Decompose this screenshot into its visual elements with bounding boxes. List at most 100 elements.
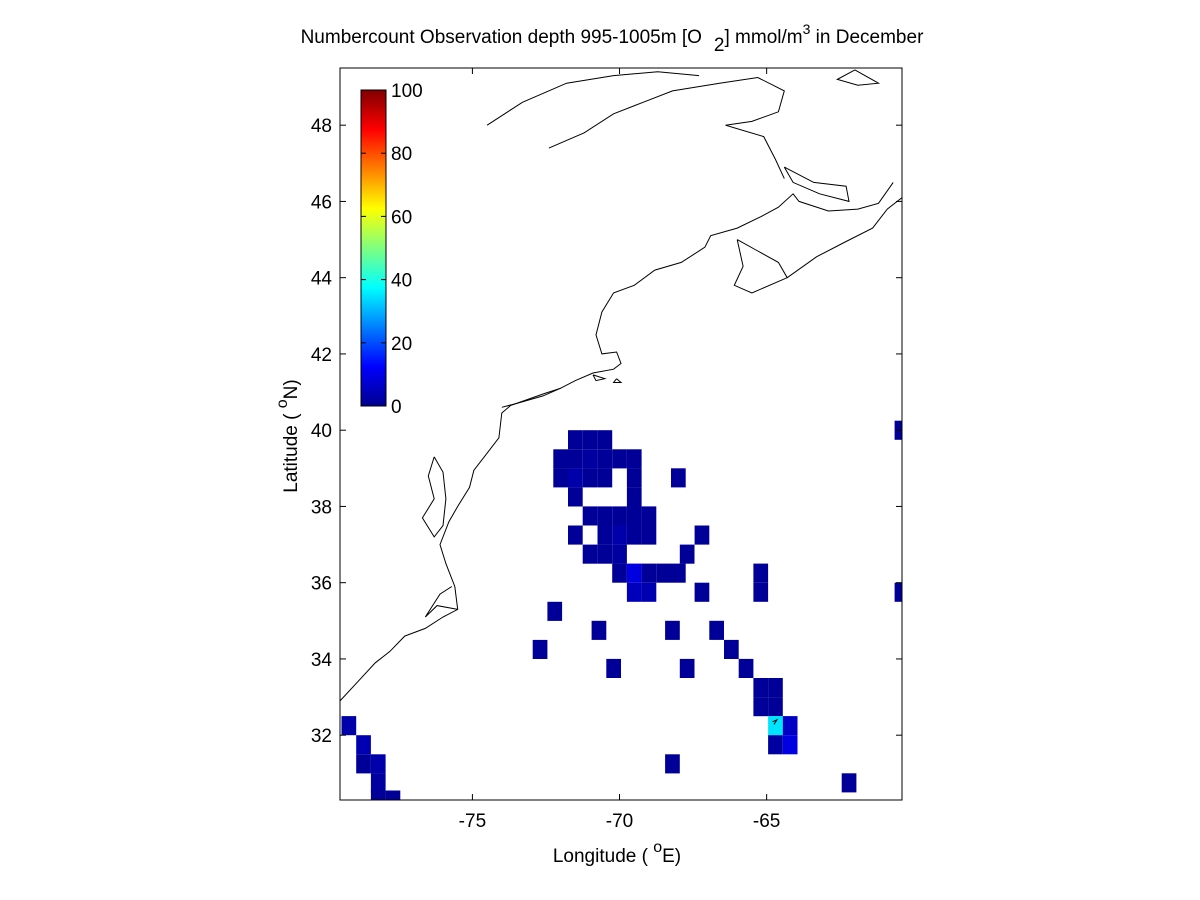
heatmap-cell: [627, 449, 642, 468]
heatmap-cell: [753, 678, 768, 697]
y-tick-label: 32: [311, 726, 332, 747]
heatmap-cell: [783, 735, 798, 754]
chart-title: Numbercount Observation depth 995-1005m …: [301, 21, 924, 56]
heatmap-cell: [671, 468, 686, 487]
heatmap-cell: [768, 697, 783, 716]
heatmap-cell: [695, 583, 710, 602]
heatmap-cell: [612, 526, 627, 545]
heatmap-cell: [642, 526, 657, 545]
heatmap-cell: [627, 583, 642, 602]
heatmap-cell: [598, 430, 613, 449]
heatmap-cell: [568, 449, 583, 468]
heatmap-cell: [568, 468, 583, 487]
heatmap-cell: [598, 506, 613, 525]
heatmap-cell: [753, 697, 768, 716]
heatmap-cell: [768, 735, 783, 754]
y-axis-label-degree: o: [274, 399, 291, 408]
y-tick-label: 34: [311, 650, 333, 671]
x-axis-label-post: E): [662, 846, 681, 867]
heatmap-cell: [753, 583, 768, 602]
y-tick-label: 46: [311, 192, 332, 213]
heatmap-cell: [547, 602, 562, 621]
colorbar-tick-label: 20: [391, 334, 412, 355]
heatmap-cell: [612, 545, 627, 564]
chart-title-main: Numbercount Observation depth 995-1005m …: [301, 27, 702, 48]
coastline: [340, 70, 902, 725]
heatmap-cell: [598, 468, 613, 487]
heatmap-cell: [598, 526, 613, 545]
heatmap-cell: [583, 468, 598, 487]
y-tick-label: 48: [311, 116, 332, 137]
x-axis-label-degree: o: [653, 839, 662, 856]
chart-title-subscript: 2: [714, 35, 725, 56]
chart-title-superscript: 3: [803, 21, 811, 37]
heatmap-cell: [612, 564, 627, 583]
heatmap-cell: [533, 640, 548, 659]
x-tick-label: -65: [753, 811, 780, 832]
heatmap-cell: [665, 621, 680, 640]
chart-title-middle: ] mmol/m: [725, 27, 803, 48]
heatmap-cell: [612, 506, 627, 525]
y-tick-label: 38: [311, 497, 332, 518]
heatmap-cell: [768, 716, 783, 735]
colorbar-tick-label: 100: [391, 81, 423, 102]
heatmap-cell: [724, 640, 739, 659]
colorbar: 0 20 40 60 80 100: [361, 81, 423, 418]
heatmap-cell: [356, 735, 371, 754]
heatmap-cell: [606, 659, 621, 678]
heatmap-cell: [553, 449, 568, 468]
heatmap-cell: [598, 449, 613, 468]
colorbar-tick-label: 80: [391, 144, 412, 165]
chart-title-tail: in December: [810, 27, 924, 48]
y-axis-label: Latitude ( oN): [274, 379, 302, 492]
heatmap-cell: [568, 487, 583, 506]
coastline-segment: [614, 379, 621, 383]
heatmap-cell: [342, 716, 357, 735]
heatmap-cell: [842, 773, 857, 792]
heatmap-cell: [739, 659, 754, 678]
heatmap-cell: [627, 564, 642, 583]
colorbar-tick-label: 40: [391, 271, 412, 292]
heatmap-cell: [583, 506, 598, 525]
heatmap-cell: [553, 468, 568, 487]
coastline-segment: [487, 72, 699, 125]
heatmap-cell: [642, 506, 657, 525]
y-tick-label: 36: [311, 574, 332, 595]
heatmap-cell: [680, 659, 695, 678]
x-tick-label: -75: [459, 811, 486, 832]
colorbar-tick-label: 60: [391, 207, 412, 228]
heatmap-cell: [371, 754, 386, 773]
heatmap-cell: [627, 468, 642, 487]
heatmap-cell: [656, 564, 671, 583]
heatmap-cell: [783, 716, 798, 735]
heatmap-cell: [583, 430, 598, 449]
heatmap-cell: [583, 449, 598, 468]
x-tick-label: -70: [606, 811, 633, 832]
heatmap-cell: [583, 545, 598, 564]
x-axis-label-pre: Longitude (: [553, 846, 653, 867]
coastline-segment: [593, 375, 605, 381]
coastline-segment: [340, 182, 893, 701]
heatmap-cell: [598, 545, 613, 564]
heatmap-cell: [356, 754, 371, 773]
heatmap-cell: [627, 526, 642, 545]
heatmap-cell: [753, 564, 768, 583]
coastline-segment: [734, 240, 787, 293]
heatmap-cell: [627, 506, 642, 525]
colorbar-tick-label: 0: [391, 397, 402, 418]
heatmap-cell: [612, 449, 627, 468]
heatmap-cell: [642, 583, 657, 602]
heatmap-cell: [371, 773, 386, 792]
plot-frame: [340, 68, 902, 800]
heatmap-cell: [768, 678, 783, 697]
y-tick-label: 40: [311, 421, 332, 442]
heatmap-cell: [592, 621, 607, 640]
y-tick-label: 44: [311, 269, 333, 290]
coastline-segment: [549, 78, 784, 179]
heatmap-cell: [680, 545, 695, 564]
heatmap-cell: [642, 564, 657, 583]
y-axis-label-post: N): [281, 379, 302, 399]
heatmap-cell: [709, 621, 724, 640]
plot-area: -75 -70 -65 32 34 36 38 40 42 44 46 48: [311, 68, 909, 832]
